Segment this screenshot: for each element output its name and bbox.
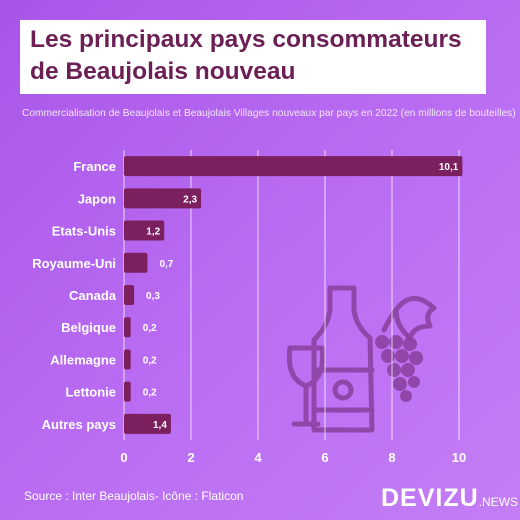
data-label: 2,3 <box>183 194 197 205</box>
chart-title-line-1: Les principaux pays consommateurs <box>30 26 462 53</box>
logo-main-text: DEVIZU <box>381 484 479 512</box>
x-tick-label: 10 <box>452 450 466 465</box>
category-label: Lettonie <box>65 385 116 400</box>
source-footer: Source : Inter Beaujolais- Icône : Flati… <box>24 489 244 503</box>
x-tick-label: 6 <box>321 450 328 465</box>
category-label: Belgique <box>61 320 116 335</box>
bar <box>124 188 202 209</box>
x-tick-label: 8 <box>388 450 395 465</box>
bar <box>124 156 463 177</box>
data-label: 0,2 <box>143 355 157 366</box>
data-label: 1,2 <box>146 227 160 238</box>
x-tick-label: 2 <box>187 450 194 465</box>
category-label: Canada <box>69 288 117 303</box>
title-box: Les principaux pays consommateurs de Bea… <box>20 20 486 94</box>
devizu-logo: DEVIZU.NEWS <box>381 484 518 513</box>
data-label: 10,1 <box>439 162 459 173</box>
bar <box>124 349 131 370</box>
data-label: 0,3 <box>146 291 160 302</box>
category-label: Allemagne <box>50 352 116 367</box>
data-label: 1,4 <box>153 420 167 431</box>
bar <box>124 413 171 434</box>
data-label: 0,2 <box>143 388 157 399</box>
bar <box>124 220 165 241</box>
bar <box>124 285 135 305</box>
logo-sub-text: .NEWS <box>478 495 519 509</box>
category-label: Etats-Unis <box>52 224 116 239</box>
bar <box>124 317 131 338</box>
bar <box>124 252 148 273</box>
x-tick-label: 4 <box>254 450 262 465</box>
chart-title-line-2: de Beaujolais nouveau <box>30 58 296 85</box>
data-label: 0,2 <box>143 323 157 334</box>
category-label: Japon <box>78 191 116 206</box>
category-label: France <box>73 159 116 174</box>
category-label: Royaume-Uni <box>32 256 116 271</box>
category-label: Autres pays <box>42 417 116 432</box>
data-label: 0,7 <box>159 259 173 270</box>
x-tick-label: 0 <box>120 450 127 465</box>
bar <box>124 381 131 402</box>
chart-subtitle: Commercialisation de Beaujolais et Beauj… <box>22 108 516 119</box>
